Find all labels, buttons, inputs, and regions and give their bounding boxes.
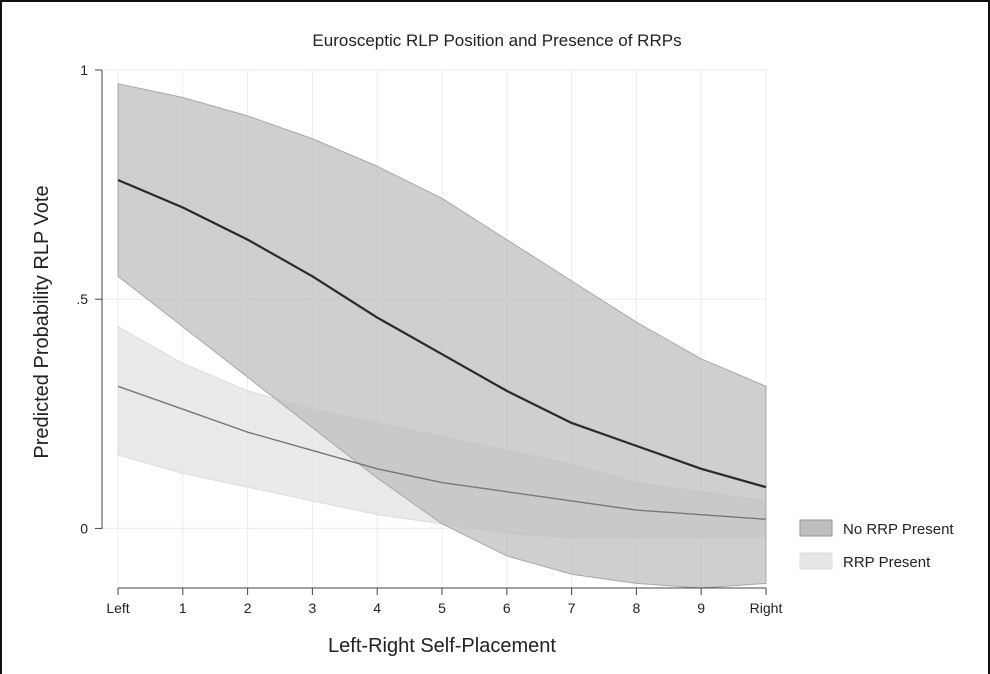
ticks: Left 1 2 3 4 5 6 7 8 9 Right 0 .5 1: [76, 62, 782, 616]
x-axis-label: Left-Right Self-Placement: [328, 635, 556, 657]
legend-swatch-no-rrp: [799, 519, 833, 537]
legend-label-rrp: RRP Present: [843, 554, 931, 571]
series-lines: [117, 179, 767, 520]
x-tick-label-1: 1: [179, 600, 187, 616]
y-tick-label-2: 1: [80, 62, 88, 78]
legend: No RRP Present RRP Present: [799, 519, 954, 571]
y-axis-label: Predicted Probability RLP Vote: [31, 185, 53, 458]
confidence-band-no-rrp: [117, 83, 767, 589]
x-tick-label-8: 8: [633, 600, 641, 616]
y-tick-label-0: 0: [80, 520, 88, 536]
series-line-no-rrp: [117, 179, 767, 489]
confidence-bands: [117, 83, 767, 589]
series-line-rrp: [117, 385, 767, 520]
x-tick-label-5: 5: [438, 600, 446, 616]
x-tick-label-4: 4: [373, 600, 381, 616]
x-tick-label-9: 9: [697, 600, 705, 616]
x-tick-label-2: 2: [244, 600, 252, 616]
x-tick-label-6: 6: [503, 600, 511, 616]
y-tick-label-1: .5: [76, 291, 88, 307]
x-tick-label-7: 7: [568, 600, 576, 616]
chart-title: Eurosceptic RLP Position and Presence of…: [312, 31, 681, 50]
x-tick-label-0: Left: [106, 600, 129, 616]
legend-swatch-rrp: [799, 552, 833, 570]
legend-label-no-rrp: No RRP Present: [843, 521, 954, 538]
x-tick-label-3: 3: [309, 600, 317, 616]
x-tick-label-10: Right: [750, 600, 783, 616]
